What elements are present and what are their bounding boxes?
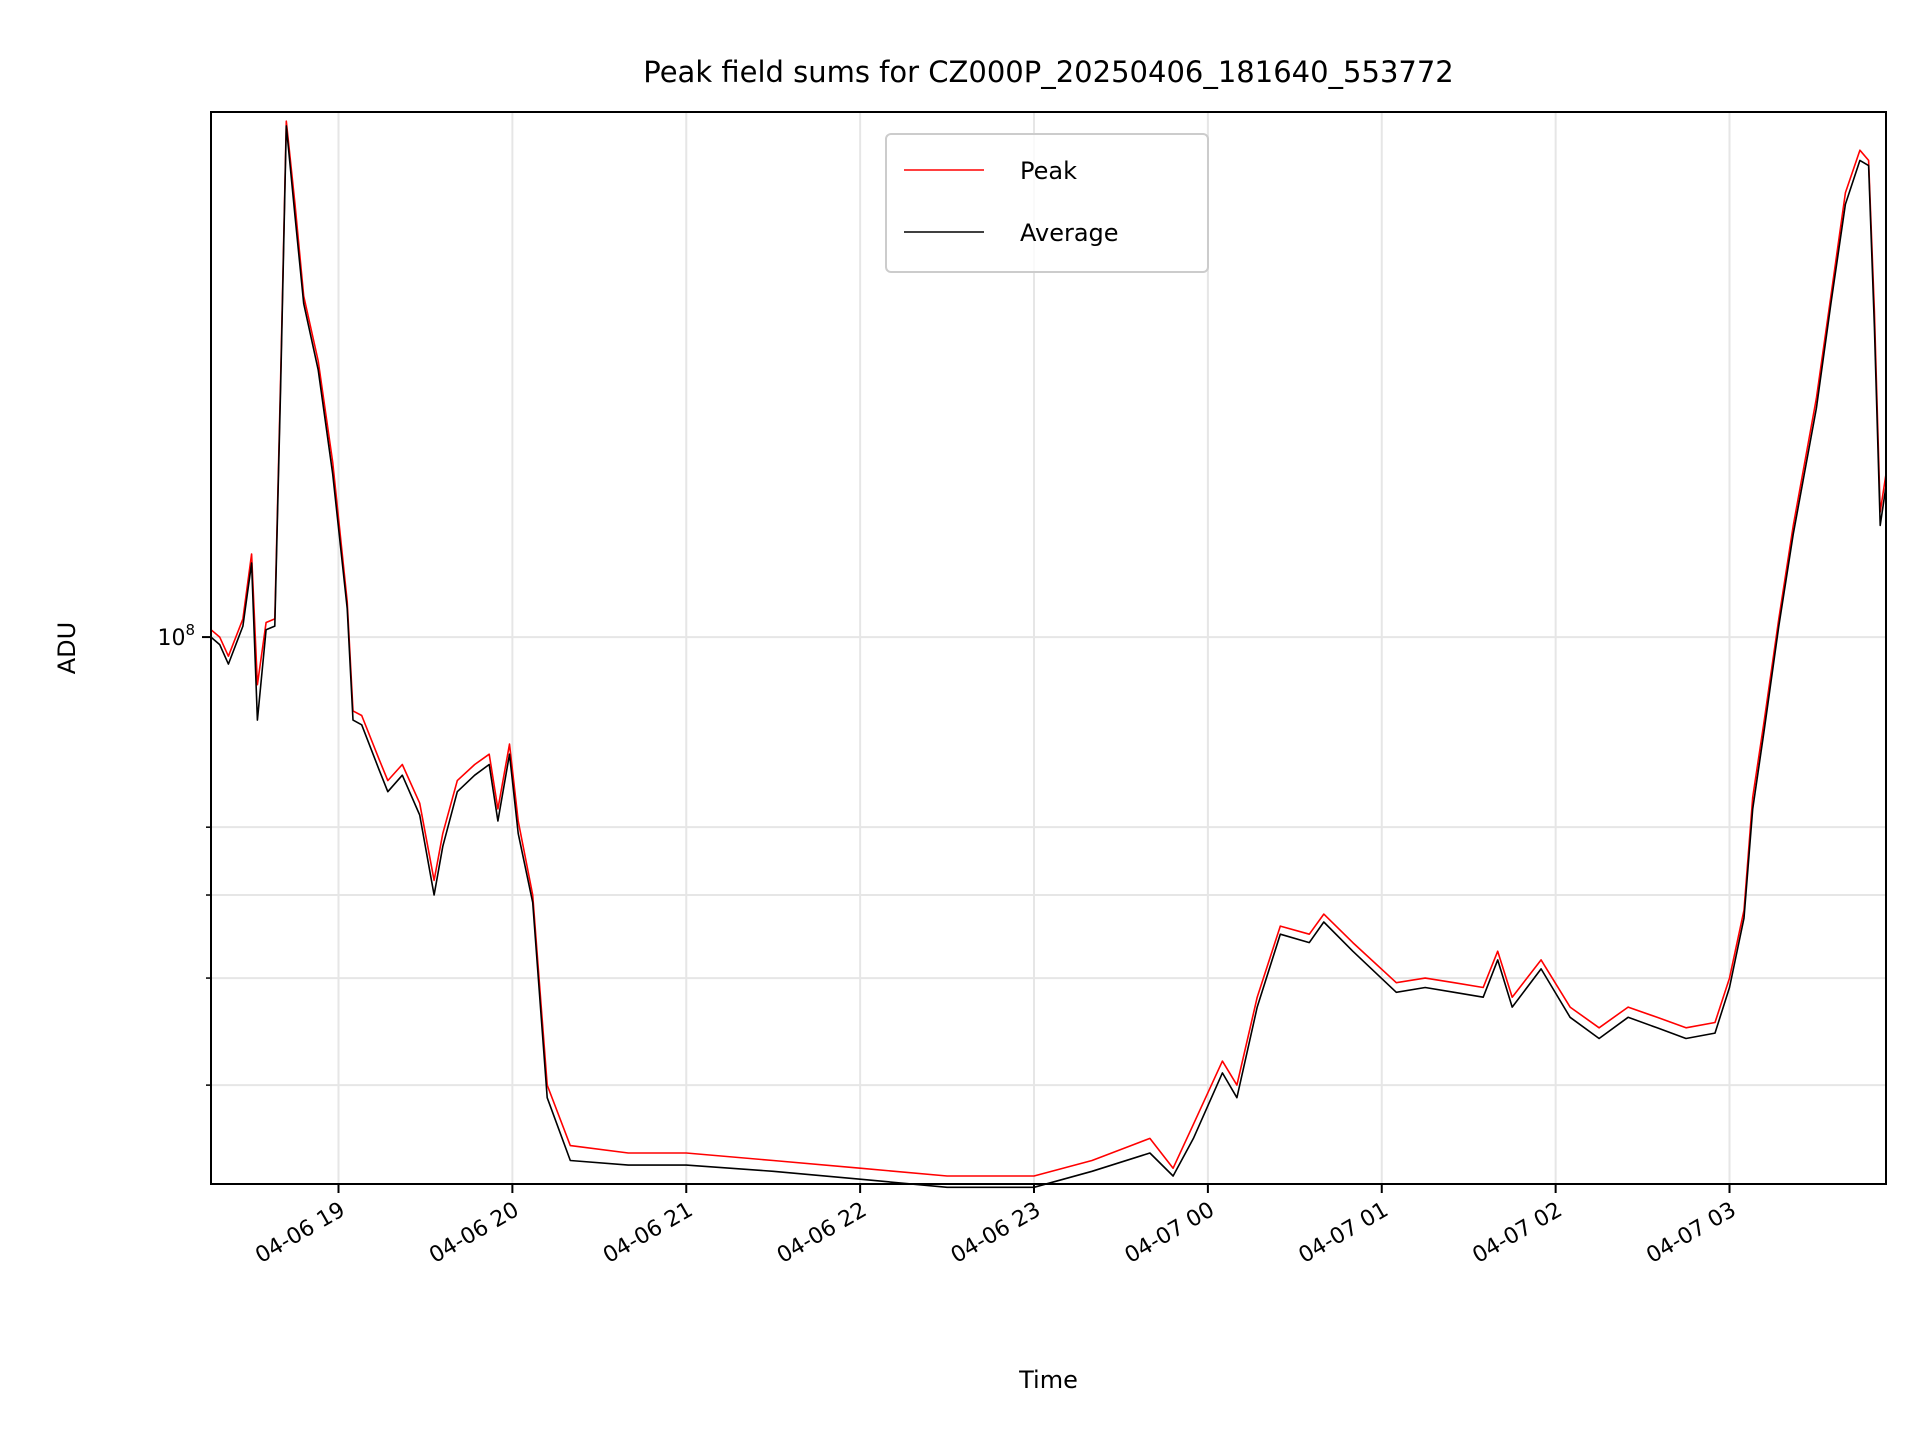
y-axis-ticks: 108: [157, 621, 211, 1086]
plot-frame: [210, 111, 1887, 1185]
legend-label-peak: Peak: [1020, 157, 1077, 185]
chart-title: Peak field sums for CZ000P_20250406_1816…: [643, 55, 1454, 89]
series-line-average: [210, 125, 1887, 1189]
legend: Peak Average: [885, 133, 1209, 273]
y-tick-label: 108: [157, 621, 195, 651]
grid-lines: [211, 112, 1886, 1184]
series-line-peak: [210, 120, 1887, 1177]
series-lines: [210, 120, 1887, 1189]
legend-box: [885, 133, 1209, 273]
x-axis-label: Time: [1018, 1366, 1078, 1394]
y-axis-label: ADU: [53, 622, 81, 674]
legend-label-average: Average: [1020, 219, 1119, 247]
